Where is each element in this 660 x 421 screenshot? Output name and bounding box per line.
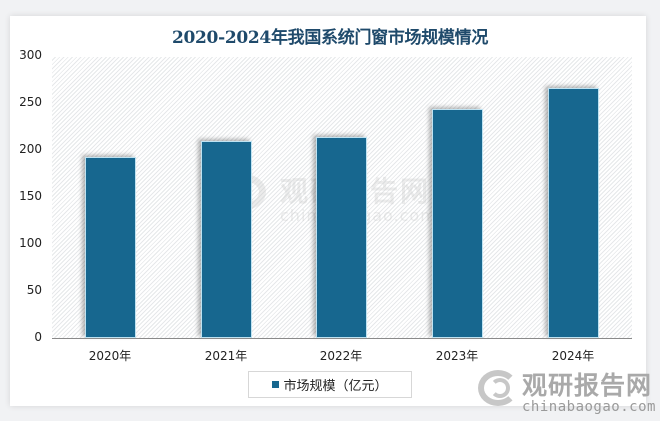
y-tick-150: 150 [19, 189, 42, 203]
x-axis-line [52, 338, 632, 339]
bar-2023年 [431, 108, 483, 338]
bar-2022年 [315, 136, 367, 338]
legend-label: 市场规模（亿元） [283, 379, 388, 394]
bar-2021年 [200, 141, 252, 338]
x-tick-2020: 2020年 [88, 349, 132, 363]
bar-2020年 [84, 157, 136, 338]
y-tick-0: 0 [34, 330, 42, 344]
y-tick-300: 300 [19, 48, 42, 62]
x-tick-2023: 2023年 [435, 349, 479, 363]
y-tick-100: 100 [19, 236, 42, 250]
x-tick-2024: 2024年 [551, 349, 595, 363]
bar-2024年 [547, 87, 599, 338]
legend-swatch-icon [272, 381, 280, 388]
y-tick-200: 200 [19, 142, 42, 156]
x-tick-2022: 2022年 [319, 349, 363, 363]
y-tick-50: 50 [26, 283, 42, 297]
chart-title: 2020-2024年我国系统门窗市场规模情况 [171, 28, 489, 48]
x-tick-2021: 2021年 [204, 349, 248, 363]
y-tick-250: 250 [19, 95, 42, 109]
chart-legend: 市场规模（亿元） [248, 371, 412, 398]
